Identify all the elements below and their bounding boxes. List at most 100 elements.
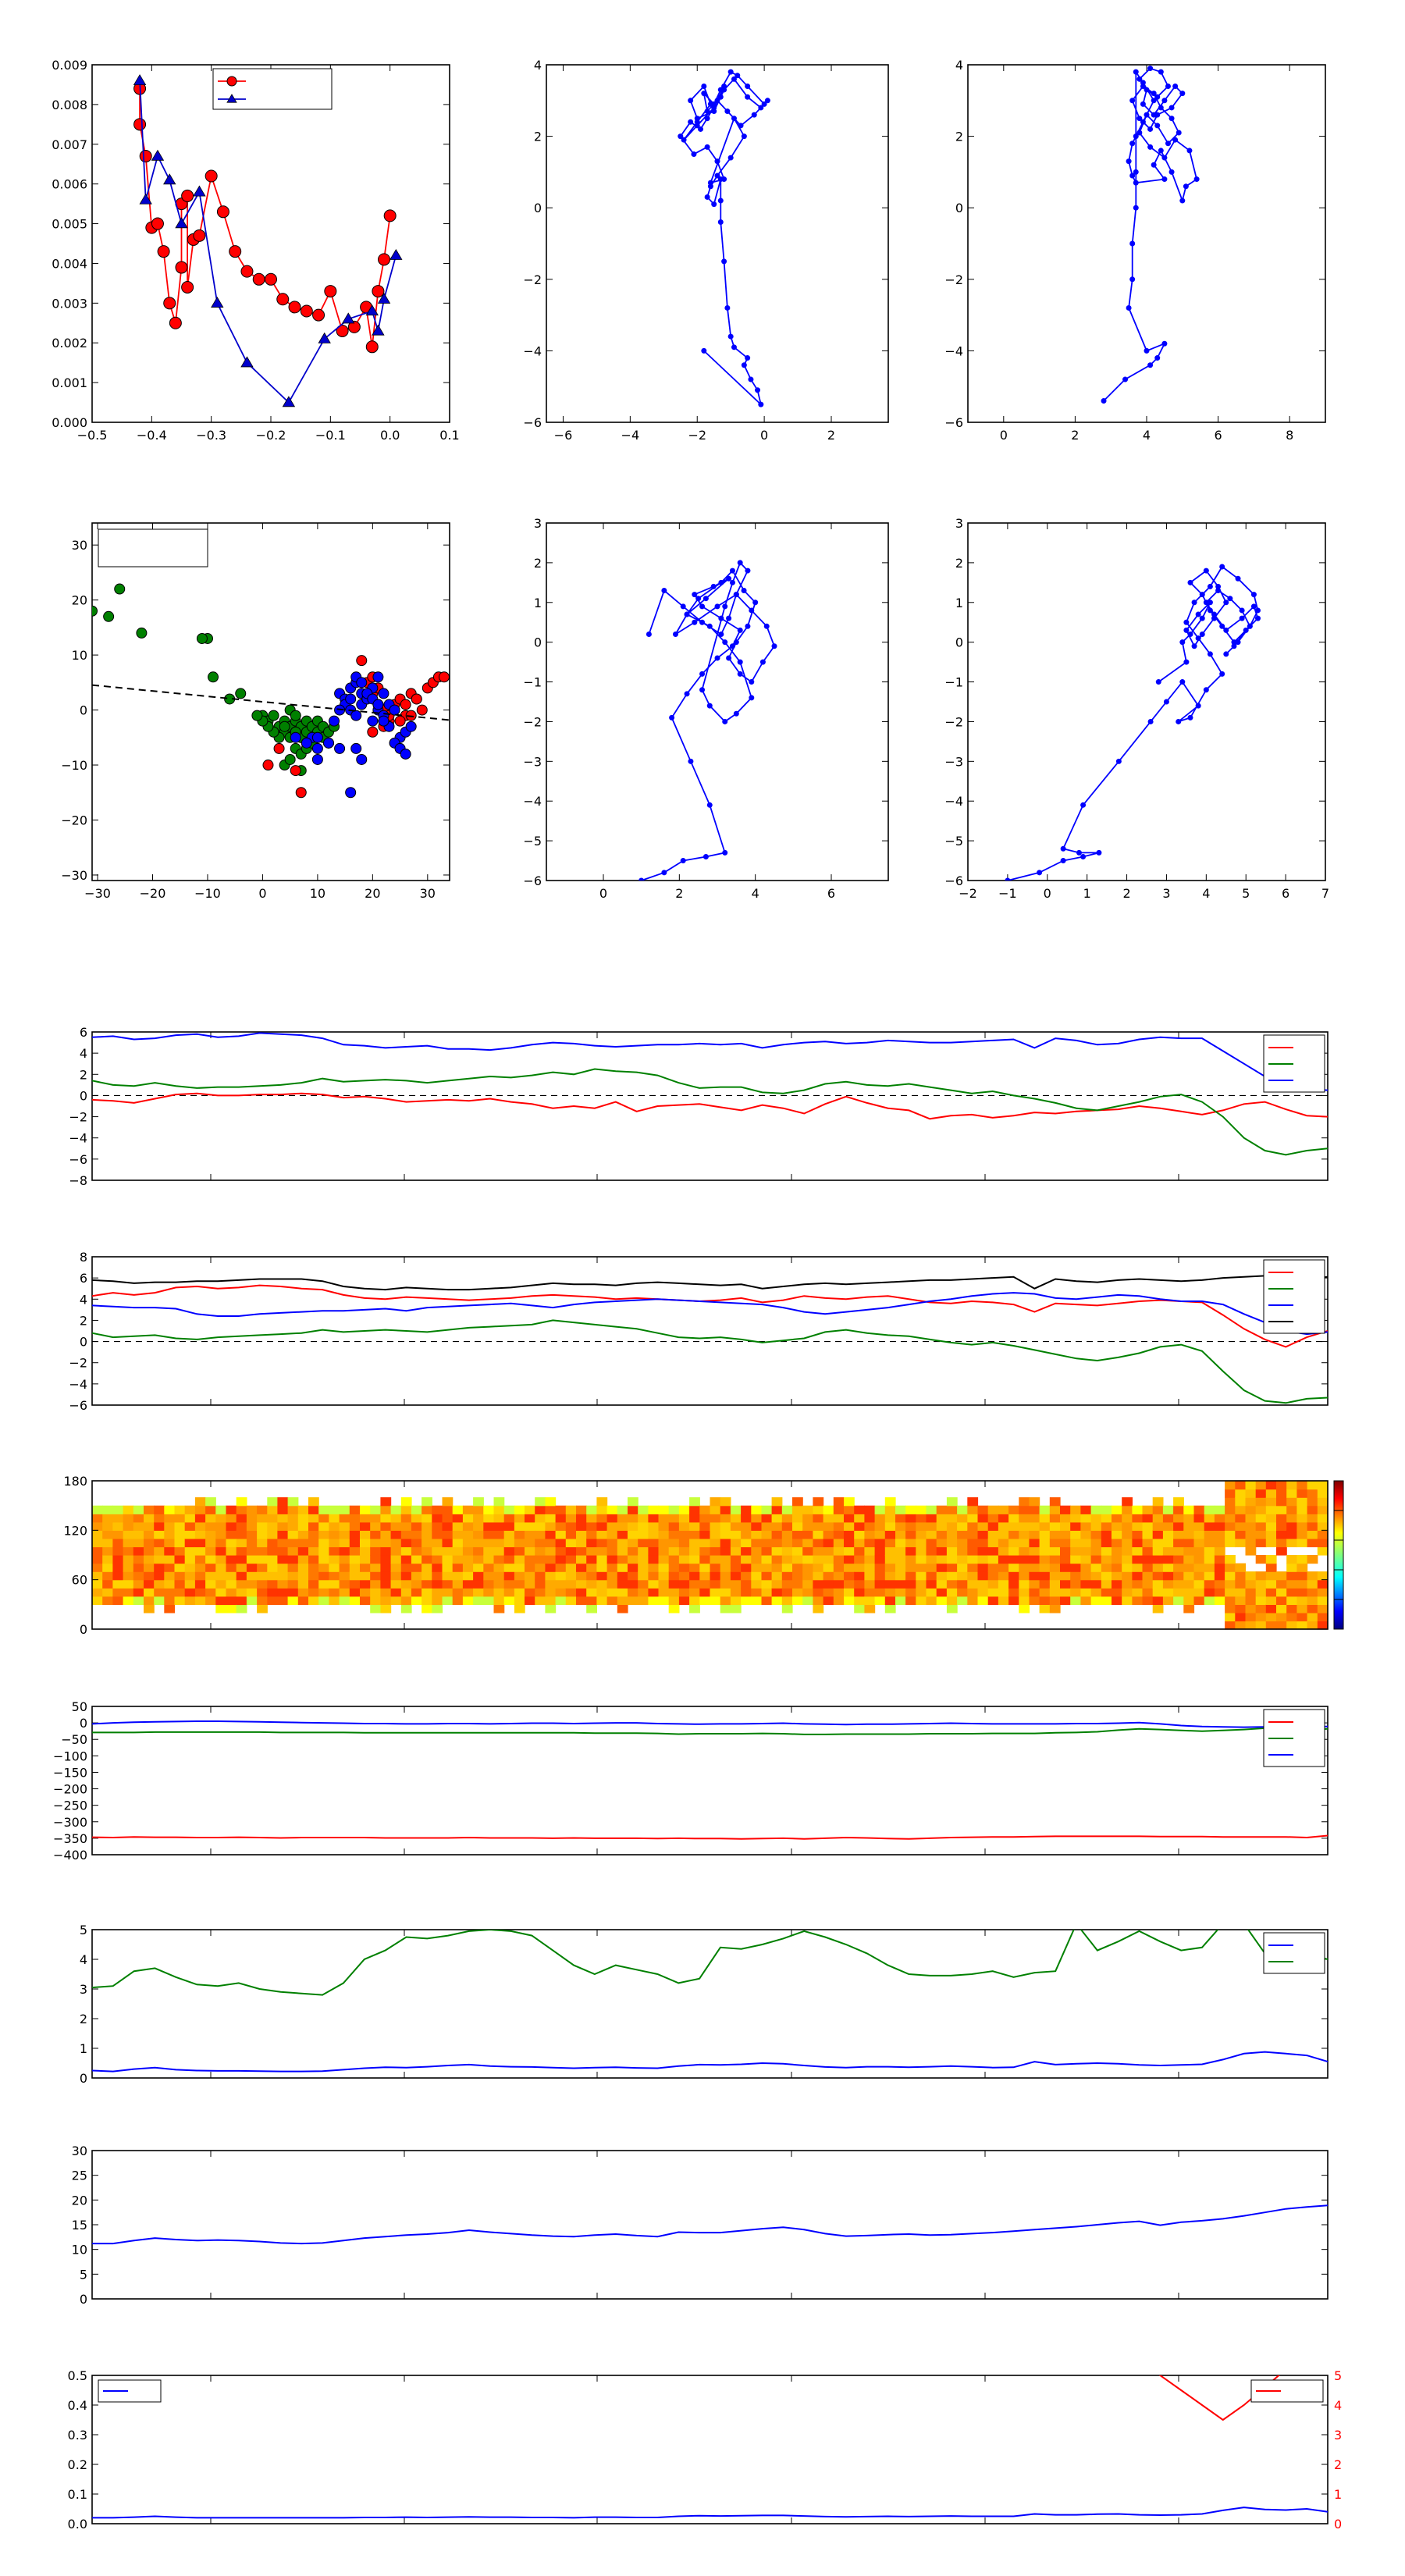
heatmap-cell bbox=[1101, 1555, 1112, 1564]
heatmap-cell bbox=[967, 1521, 979, 1531]
heatmap-cell bbox=[1193, 1514, 1205, 1523]
heatmap-cell bbox=[349, 1596, 361, 1605]
heatmap-cell bbox=[462, 1546, 474, 1556]
heatmap-cell bbox=[957, 1521, 968, 1531]
heatmap-cell bbox=[813, 1579, 824, 1589]
data-point bbox=[1147, 66, 1154, 72]
heatmap-cell bbox=[164, 1505, 176, 1514]
data-point bbox=[1179, 91, 1186, 97]
heatmap-cell bbox=[287, 1514, 299, 1523]
heatmap-cell bbox=[555, 1538, 567, 1548]
heatmap-cell bbox=[1297, 1481, 1308, 1490]
heatmap-cell bbox=[411, 1530, 422, 1539]
heatmap-cell bbox=[576, 1588, 587, 1597]
heatmap-cell bbox=[1162, 1538, 1174, 1548]
heatmap-cell bbox=[1039, 1563, 1051, 1572]
heatmap-cell bbox=[400, 1555, 412, 1564]
heatmap-cell bbox=[895, 1505, 906, 1514]
heatmap-cell bbox=[1060, 1530, 1071, 1539]
heatmap-cell bbox=[339, 1563, 350, 1572]
data-point bbox=[1203, 600, 1209, 606]
heatmap-cell bbox=[1112, 1588, 1122, 1597]
heatmap-cell bbox=[380, 1505, 392, 1514]
y-tick-label: 0 bbox=[80, 1716, 87, 1731]
heatmap-cell bbox=[493, 1546, 505, 1556]
heatmap-cell bbox=[1255, 1596, 1267, 1605]
heatmap-cell bbox=[555, 1571, 567, 1581]
heatmap-cell bbox=[380, 1604, 392, 1614]
heatmap-cell bbox=[390, 1530, 402, 1539]
heatmap-cell bbox=[1286, 1538, 1297, 1548]
data-point bbox=[1235, 639, 1241, 646]
heatmap-cell bbox=[751, 1538, 763, 1548]
heatmap-cell bbox=[215, 1588, 227, 1597]
y-tick-label: 10 bbox=[72, 2243, 87, 2258]
heatmap-cell bbox=[194, 1521, 206, 1531]
plot-frame bbox=[91, 1706, 1329, 1856]
heatmap-cell bbox=[1286, 1521, 1297, 1531]
heatmap-cell bbox=[1183, 1530, 1195, 1539]
heatmap-cell bbox=[493, 1505, 505, 1514]
data-point bbox=[350, 710, 362, 721]
heatmap-cell bbox=[1317, 1521, 1329, 1531]
heatmap-cell bbox=[1080, 1546, 1092, 1556]
data-point bbox=[710, 583, 717, 589]
data-point bbox=[311, 753, 323, 765]
heatmap-cell bbox=[133, 1521, 144, 1531]
heatmap-cell bbox=[1255, 1481, 1267, 1490]
data-point bbox=[727, 69, 734, 75]
heatmap-cell bbox=[422, 1579, 432, 1589]
data-point bbox=[1129, 276, 1136, 283]
heatmap-cell bbox=[946, 1530, 958, 1539]
heatmap-cell bbox=[576, 1546, 587, 1556]
heatmap-cell bbox=[658, 1538, 670, 1548]
heatmap-cell bbox=[699, 1571, 711, 1581]
x-tick-label: 20 bbox=[365, 886, 380, 901]
heatmap-cell bbox=[1245, 1514, 1257, 1523]
heatmap-cell bbox=[287, 1555, 299, 1564]
heatmap-cell bbox=[462, 1538, 474, 1548]
heatmap-cell bbox=[164, 1514, 176, 1523]
heatmap-cell bbox=[998, 1514, 1009, 1523]
heatmap-cell bbox=[246, 1596, 258, 1605]
heatmap-cell bbox=[710, 1530, 721, 1539]
heatmap-cell bbox=[710, 1514, 721, 1523]
heatmap-cell bbox=[1214, 1530, 1225, 1539]
heatmap-cell bbox=[133, 1571, 144, 1581]
heatmap-cell bbox=[1039, 1521, 1051, 1531]
heatmap-cell bbox=[823, 1579, 834, 1589]
heatmap-cell bbox=[699, 1521, 711, 1531]
heatmap-cell bbox=[102, 1596, 113, 1605]
heatmap-cell bbox=[1142, 1563, 1154, 1572]
y-tick-label: 0 bbox=[80, 1622, 87, 1637]
data-point bbox=[1122, 376, 1129, 382]
heatmap-cell bbox=[1112, 1546, 1122, 1556]
heatmap-cell bbox=[102, 1521, 113, 1531]
y-tick-label: 5 bbox=[80, 2267, 87, 2282]
y-tick-label: 0 bbox=[80, 1335, 87, 1350]
heatmap-cell bbox=[287, 1497, 299, 1507]
heatmap-cell bbox=[102, 1514, 113, 1523]
heatmap-cell bbox=[905, 1596, 916, 1605]
heatmap-cell bbox=[884, 1579, 896, 1589]
heatmap-cell bbox=[154, 1530, 165, 1539]
heatmap-cell bbox=[1019, 1546, 1030, 1556]
heatmap-cell bbox=[678, 1521, 690, 1531]
heatmap-cell bbox=[1049, 1604, 1061, 1614]
heatmap-cell bbox=[154, 1521, 165, 1531]
heatmap-cell bbox=[308, 1571, 319, 1581]
heatmap-cell bbox=[1297, 1530, 1308, 1539]
heatmap-cell bbox=[318, 1546, 329, 1556]
heatmap-cell bbox=[884, 1505, 896, 1514]
heatmap-cell bbox=[154, 1546, 165, 1556]
heatmap-cell bbox=[576, 1530, 587, 1539]
heatmap-cell bbox=[411, 1538, 422, 1548]
x-tick-label: 4 bbox=[752, 886, 759, 901]
heatmap-cell bbox=[586, 1563, 597, 1572]
heatmap-cell bbox=[1255, 1604, 1267, 1614]
heatmap-cell bbox=[1080, 1538, 1092, 1548]
heatmap-cell bbox=[1307, 1571, 1318, 1581]
heatmap-cell bbox=[422, 1596, 432, 1605]
heatmap-cell bbox=[555, 1563, 567, 1572]
heatmap-cell bbox=[844, 1579, 855, 1589]
